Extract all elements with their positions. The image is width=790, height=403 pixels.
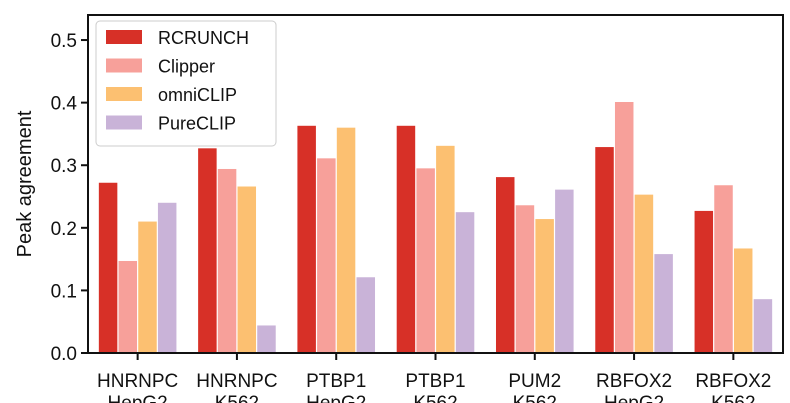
legend: RCRUNCH Clipper omniCLIP PureCLIP (95, 20, 277, 147)
bar-rcrunch-1 (198, 148, 217, 353)
bar-pureclip-4 (555, 189, 574, 353)
legend-label-pureclip: PureCLIP (158, 114, 236, 134)
bar-clipper-6 (714, 185, 733, 353)
x-tick-label: PTBP1 (405, 371, 465, 392)
bars-layer (98, 102, 773, 353)
bar-omniclip-4 (535, 219, 554, 353)
bar-pureclip-5 (654, 254, 673, 353)
x-tick-label: K562 (711, 393, 755, 403)
bar-rcrunch-2 (297, 125, 316, 353)
y-tick-label: 0.4 (51, 94, 78, 115)
bar-clipper-1 (217, 168, 237, 353)
bar-rcrunch-0 (98, 182, 118, 353)
legend-label-omniclip: omniCLIP (158, 85, 237, 105)
x-tick-label: K562 (413, 393, 457, 403)
bar-clipper-2 (317, 158, 336, 353)
bar-omniclip-3 (436, 145, 455, 353)
bar-clipper-0 (118, 260, 138, 353)
legend-frame (95, 20, 277, 147)
y-tick-label: 0.2 (51, 219, 77, 240)
legend-swatch-pureclip (106, 115, 142, 130)
y-tick-label: 0.1 (51, 281, 77, 302)
bar-rcrunch-4 (495, 177, 515, 353)
x-tick-label: HNRNPC (196, 371, 277, 392)
bar-pureclip-1 (257, 325, 276, 353)
bar-pureclip-0 (157, 202, 177, 353)
legend-swatch-clipper (106, 58, 142, 73)
x-tick-label: HepG2 (604, 393, 664, 403)
x-tick-label: RBFOX2 (695, 371, 771, 392)
legend-swatch-rcrunch (106, 30, 142, 44)
x-axis: HNRNPCHepG2HNRNPCK562PTBP1HepG2PTBP1K562… (97, 353, 771, 403)
bar-rcrunch-3 (396, 125, 416, 353)
bar-pureclip-6 (753, 299, 773, 353)
bar-omniclip-2 (336, 127, 356, 353)
bar-pureclip-2 (356, 277, 376, 353)
x-tick-label: K562 (513, 393, 557, 403)
y-tick-label: 0.0 (51, 344, 77, 365)
legend-label-rcrunch: RCRUNCH (158, 28, 249, 48)
y-tick-label: 0.5 (51, 31, 77, 52)
y-axis: 0.0 0.1 0.2 0.3 0.4 0.5 (51, 31, 88, 365)
x-tick-label: K562 (215, 393, 259, 403)
y-tick-label: 0.3 (51, 156, 77, 177)
x-tick-label: HepG2 (306, 393, 366, 403)
bar-clipper-5 (614, 102, 634, 353)
bar-omniclip-1 (237, 186, 257, 353)
bar-clipper-3 (416, 168, 435, 353)
bar-pureclip-3 (455, 212, 475, 353)
legend-swatch-omniclip (106, 87, 142, 101)
bar-clipper-4 (515, 205, 535, 353)
bar-rcrunch-6 (694, 210, 714, 353)
legend-label-clipper: Clipper (158, 57, 215, 77)
bar-rcrunch-5 (595, 147, 614, 353)
bar-omniclip-6 (733, 248, 753, 353)
x-tick-label: PTBP1 (306, 371, 366, 392)
x-tick-label: HepG2 (108, 393, 168, 403)
x-tick-label: RBFOX2 (596, 371, 672, 392)
x-tick-label: PUM2 (508, 371, 561, 392)
bar-omniclip-0 (138, 221, 157, 353)
y-axis-title: Peak agreement (14, 110, 36, 257)
bar-omniclip-5 (634, 194, 654, 353)
x-tick-label: HNRNPC (97, 371, 178, 392)
